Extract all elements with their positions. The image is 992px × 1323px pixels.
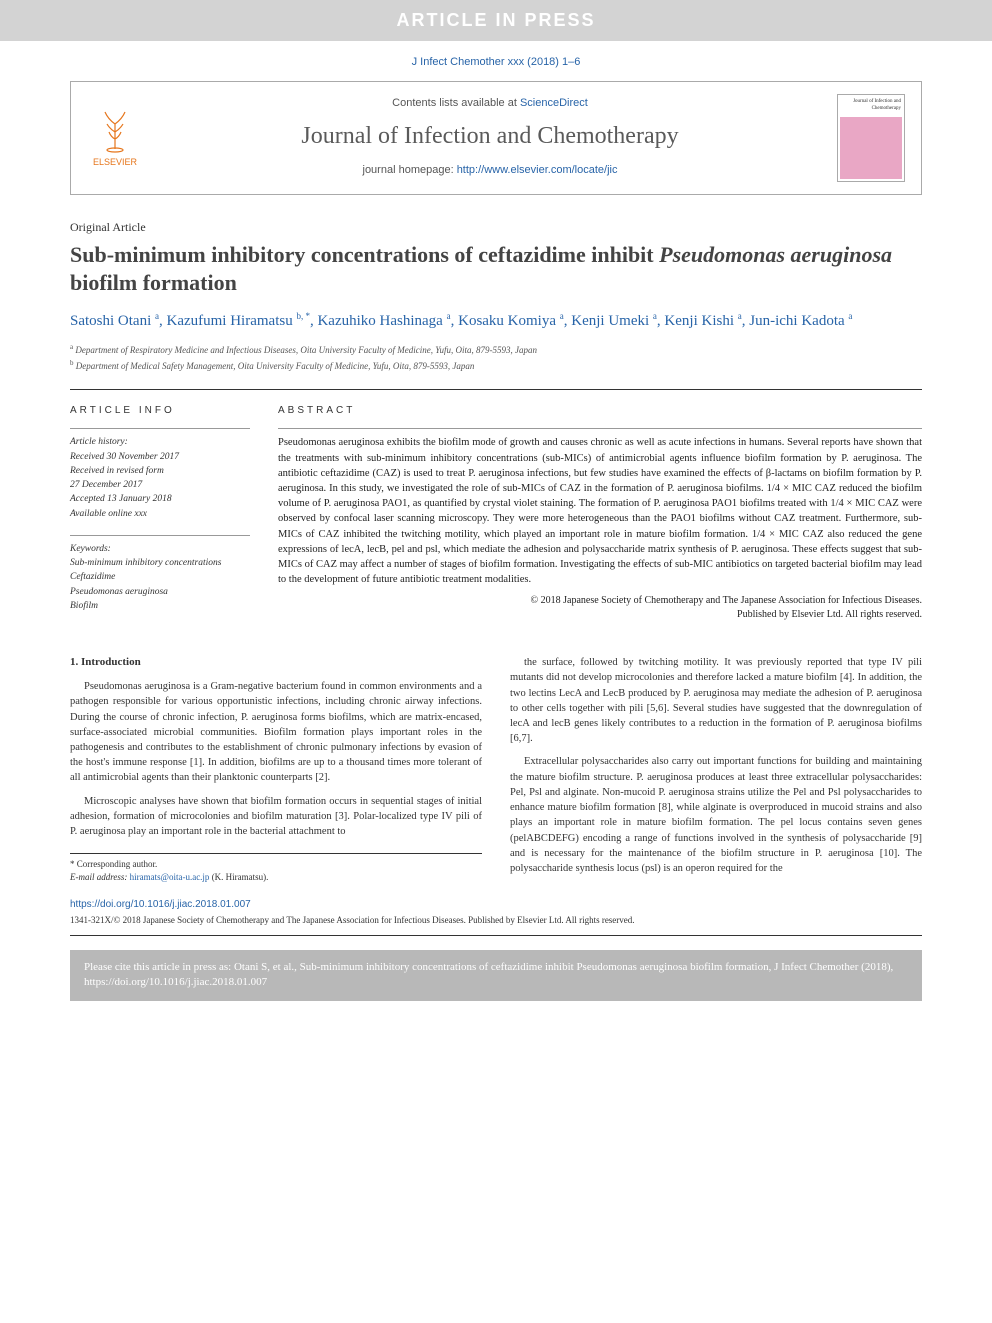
sciencedirect-link[interactable]: ScienceDirect bbox=[520, 97, 588, 109]
history-line: Received 30 November 2017 bbox=[70, 450, 250, 464]
keyword: Ceftazidime bbox=[70, 570, 250, 584]
history-line: Accepted 13 January 2018 bbox=[70, 492, 250, 506]
author-list: Satoshi Otani a, Kazufumi Hiramatsu b, *… bbox=[70, 310, 922, 332]
journal-header: ELSEVIER Contents lists available at Sci… bbox=[70, 81, 922, 195]
corresponding-author-footnote: * Corresponding author. E-mail address: … bbox=[70, 853, 482, 883]
elsevier-logo: ELSEVIER bbox=[87, 104, 143, 172]
history-line: Available online xxx bbox=[70, 507, 250, 521]
article-in-press-banner: ARTICLE IN PRESS bbox=[0, 0, 992, 41]
keywords-block: Keywords: Sub-minimum inhibitory concent… bbox=[70, 535, 250, 613]
journal-homepage: journal homepage: http://www.elsevier.co… bbox=[143, 163, 837, 178]
author: Kazuhiko Hashinaga a bbox=[317, 313, 450, 329]
left-column: 1. Introduction Pseudomonas aeruginosa i… bbox=[70, 655, 482, 884]
contents-available: Contents lists available at ScienceDirec… bbox=[143, 96, 837, 111]
article-info-heading: ARTICLE INFO bbox=[70, 404, 250, 418]
email-link[interactable]: hiramats@oita-u.ac.jp bbox=[130, 872, 210, 882]
author: Jun-ichi Kadota a bbox=[749, 313, 852, 329]
author: Satoshi Otani a bbox=[70, 313, 159, 329]
history-line: 27 December 2017 bbox=[70, 478, 250, 492]
section-heading-intro: 1. Introduction bbox=[70, 655, 482, 671]
right-column: the surface, followed by twitching motil… bbox=[510, 655, 922, 884]
author: Kenji Umeki a bbox=[571, 313, 657, 329]
elsevier-label: ELSEVIER bbox=[93, 156, 137, 169]
paragraph: Pseudomonas aeruginosa is a Gram-negativ… bbox=[70, 679, 482, 786]
affiliations: a Department of Respiratory Medicine and… bbox=[70, 342, 922, 373]
author: Kosaku Komiya a bbox=[458, 313, 564, 329]
journal-cover-thumbnail: Journal of Infection and Chemotherapy bbox=[837, 94, 905, 182]
abstract-heading: ABSTRACT bbox=[278, 404, 922, 418]
journal-homepage-link[interactable]: http://www.elsevier.com/locate/jic bbox=[457, 164, 618, 176]
citation-header: J Infect Chemother xxx (2018) 1–6 bbox=[0, 41, 992, 80]
article-info-column: ARTICLE INFO Article history: Received 3… bbox=[70, 404, 250, 627]
history-line: Received in revised form bbox=[70, 464, 250, 478]
journal-name: Journal of Infection and Chemotherapy bbox=[143, 120, 837, 154]
doi-link[interactable]: https://doi.org/10.1016/j.jiac.2018.01.0… bbox=[70, 898, 922, 912]
author: Kazufumi Hiramatsu b, * bbox=[167, 313, 310, 329]
paragraph: the surface, followed by twitching motil… bbox=[510, 655, 922, 746]
abstract-column: ABSTRACT Pseudomonas aeruginosa exhibits… bbox=[278, 404, 922, 627]
keyword: Biofilm bbox=[70, 599, 250, 613]
keyword: Pseudomonas aeruginosa bbox=[70, 585, 250, 599]
abstract-text: Pseudomonas aeruginosa exhibits the biof… bbox=[278, 428, 922, 587]
article-title: Sub-minimum inhibitory concentrations of… bbox=[70, 241, 922, 296]
issn-copyright: 1341-321X/© 2018 Japanese Society of Che… bbox=[70, 914, 922, 936]
abstract-copyright: © 2018 Japanese Society of Chemotherapy … bbox=[278, 594, 922, 622]
keyword: Sub-minimum inhibitory concentrations bbox=[70, 556, 250, 570]
paragraph: Microscopic analyses have shown that bio… bbox=[70, 794, 482, 840]
article-history: Article history: Received 30 November 20… bbox=[70, 428, 250, 521]
author: Kenji Kishi a bbox=[664, 313, 741, 329]
paragraph: Extracellular polysaccharides also carry… bbox=[510, 754, 922, 876]
article-type: Original Article bbox=[70, 219, 922, 236]
body-columns: 1. Introduction Pseudomonas aeruginosa i… bbox=[70, 655, 922, 884]
citation-box: Please cite this article in press as: Ot… bbox=[70, 950, 922, 1001]
